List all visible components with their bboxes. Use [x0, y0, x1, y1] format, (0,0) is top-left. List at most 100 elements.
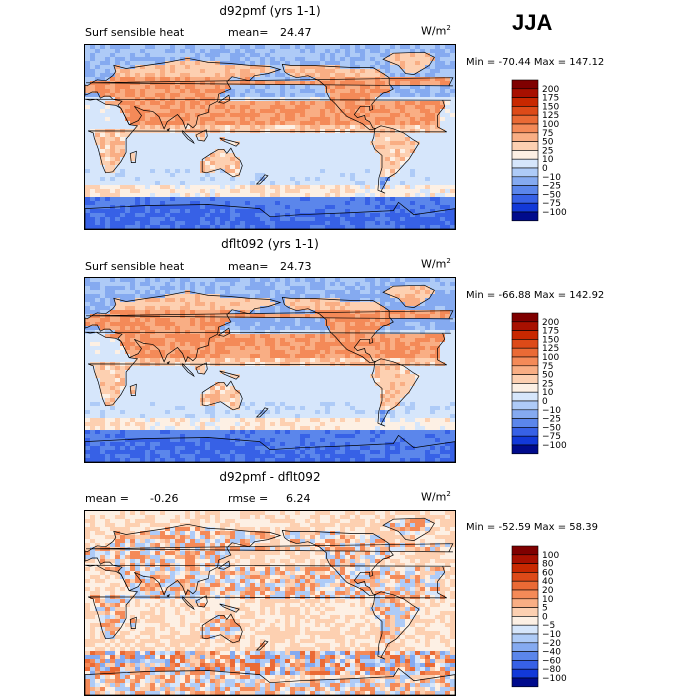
colorbar-tick-label: 150 [542, 335, 559, 345]
colorbar-swatch [511, 97, 539, 107]
panel-1-map [84, 44, 456, 230]
colorbar-swatch [511, 339, 539, 349]
colorbar-tick-label: 20 [542, 586, 554, 596]
panel-1-colorbar: 200 175 150 125 100 75 50 25 10 0 −10 −25 −50 −75 −100 [511, 79, 582, 225]
colorbar-swatch [511, 616, 539, 626]
panel-3-map [84, 510, 456, 696]
colorbar-swatch [511, 444, 539, 455]
colorbar-swatch [511, 88, 539, 98]
colorbar-swatch [511, 409, 539, 419]
colorbar-swatch [511, 114, 539, 125]
colorbar-tick-label: 80 [542, 560, 554, 570]
colorbar-swatch [511, 79, 539, 90]
colorbar-tick-label: −75 [542, 199, 561, 209]
panel-2-mean-label: mean= [228, 260, 269, 273]
colorbar-tick-label: 25 [542, 146, 553, 156]
colorbar-tick-label: 0 [542, 164, 548, 174]
colorbar-tick-label: 50 [542, 371, 554, 381]
colorbar-tick-label: 125 [542, 111, 559, 121]
colorbar-tick-label: 100 [542, 120, 559, 130]
colorbar-tick-label: −50 [542, 190, 561, 200]
colorbar-tick-label: −10 [542, 173, 561, 183]
colorbar-swatch [511, 202, 539, 213]
colorbar-tick-label: 150 [542, 102, 559, 112]
colorbar-swatch [511, 312, 539, 323]
panel-1-units: W/m2 [421, 24, 451, 38]
colorbar-swatch [511, 383, 539, 393]
colorbar-swatch [511, 321, 539, 331]
colorbar-swatch [511, 660, 539, 670]
colorbar-swatch [511, 400, 539, 411]
panel-3-mean-value: -0.26 [150, 492, 179, 505]
panel-3-rmse-label: rmse = [228, 492, 269, 505]
colorbar-swatch [511, 347, 539, 358]
colorbar-tick-label: −80 [542, 665, 561, 675]
colorbar-swatch [511, 589, 539, 600]
panel-1-mean-value: 24.47 [280, 26, 312, 39]
colorbar-tick-label: 75 [542, 362, 553, 372]
colorbar-tick-label: 175 [542, 327, 559, 337]
colorbar-tick-label: 100 [542, 353, 559, 363]
colorbar-tick-label: 50 [542, 138, 554, 148]
colorbar-tick-label: 5 [542, 604, 548, 614]
colorbar-tick-label: −10 [542, 406, 561, 416]
colorbar-swatch [511, 356, 539, 367]
colorbar-swatch [511, 572, 539, 582]
colorbar-swatch [511, 123, 539, 134]
panel-2-field: Surf sensible heat [85, 260, 185, 273]
colorbar-swatch [511, 391, 539, 402]
colorbar-swatch [511, 132, 539, 142]
colorbar-swatch [511, 624, 539, 635]
colorbar-tick-label: 10 [542, 388, 554, 398]
colorbar-swatch [511, 633, 539, 644]
colorbar-tick-label: 125 [542, 344, 559, 354]
colorbar-tick-label: 0 [542, 612, 548, 622]
colorbar-swatch [511, 427, 539, 437]
panel-3-rmse-value: 6.24 [286, 492, 311, 505]
colorbar-tick-label: 100 [542, 551, 559, 561]
colorbar-swatch [511, 158, 539, 169]
colorbar-tick-label: −25 [542, 415, 561, 425]
season-label: JJA [512, 10, 553, 35]
colorbar-swatch [511, 668, 539, 679]
colorbar-swatch [511, 176, 539, 186]
colorbar-swatch [511, 150, 539, 160]
colorbar-tick-label: 10 [542, 155, 554, 165]
colorbar-tick-label: −100 [542, 441, 567, 451]
colorbar-tick-label: 200 [542, 85, 559, 95]
colorbar-swatch [511, 642, 539, 652]
colorbar-tick-label: −5 [542, 621, 555, 631]
colorbar-swatch [511, 580, 539, 591]
colorbar-tick-label: −25 [542, 182, 561, 192]
colorbar-tick-label: −60 [542, 656, 561, 666]
colorbar-tick-label: 25 [542, 379, 553, 389]
colorbar-tick-label: 75 [542, 129, 553, 139]
colorbar-swatch [511, 167, 539, 178]
colorbar-swatch [511, 554, 539, 564]
colorbar-swatch [511, 545, 539, 556]
colorbar-tick-label: −75 [542, 432, 561, 442]
panel-1-title: d92pmf (yrs 1-1) [219, 4, 321, 18]
colorbar-swatch [511, 141, 539, 151]
colorbar-tick-label: −50 [542, 423, 561, 433]
colorbar-swatch [511, 330, 539, 340]
colorbar-tick-label: 0 [542, 397, 548, 407]
panel-2-minmax: Min = -66.88 Max = 142.92 [466, 290, 605, 301]
panel-3-mean-label: mean = [85, 492, 129, 505]
colorbar-tick-label: 200 [542, 318, 559, 328]
colorbar-tick-label: 10 [542, 595, 554, 605]
colorbar-swatch [511, 185, 539, 195]
colorbar-swatch [511, 677, 539, 688]
colorbar-swatch [511, 418, 539, 428]
colorbar-tick-label: −10 [542, 630, 561, 640]
colorbar-swatch [511, 374, 539, 384]
panel-2-units: W/m2 [421, 257, 451, 271]
panel-1-mean-label: mean= [228, 26, 269, 39]
panel-2-mean-value: 24.73 [280, 260, 312, 273]
panel-1-field: Surf sensible heat [85, 26, 185, 39]
panel-3-colorbar: 100 80 60 40 20 10 5 0 −5 −10 −20 −40 −60 −80 −100 [511, 545, 582, 691]
panel-3-title: d92pmf - dflt092 [219, 470, 321, 484]
colorbar-tick-label: −40 [542, 648, 561, 658]
colorbar-swatch [511, 651, 539, 661]
panel-2-map [84, 277, 456, 463]
